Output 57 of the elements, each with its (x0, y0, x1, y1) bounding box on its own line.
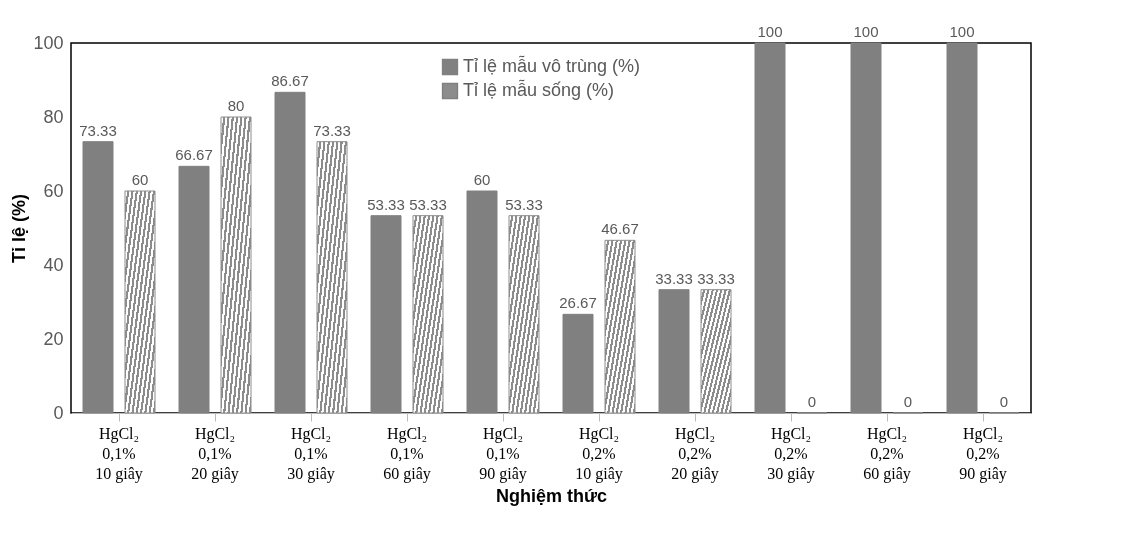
bar (412, 215, 444, 414)
bar (370, 215, 402, 414)
bar (466, 190, 498, 414)
data-label: 86.67 (271, 72, 309, 90)
x-tick-label: HgCl₂ 0,2% 10 giây (575, 424, 623, 483)
data-label: 100 (757, 23, 783, 40)
data-label: 80 (227, 97, 245, 114)
bar (82, 141, 114, 414)
x-tick-label: HgCl₂ 0,1% 30 giây (287, 424, 335, 483)
x-tick-label: HgCl₂ 0,2% 60 giây (863, 424, 911, 483)
y-tick-label: 20 (43, 328, 64, 349)
x-tick-label: HgCl₂ 0,1% 60 giây (383, 424, 431, 483)
y-tick-label: 100 (33, 32, 64, 53)
data-label: 53.33 (505, 195, 543, 213)
data-label: 73.33 (313, 121, 351, 139)
y-tick-label: 60 (43, 180, 64, 201)
bar (316, 141, 348, 414)
x-tick-label: HgCl₂ 0,1% 90 giây (479, 424, 527, 483)
bar (700, 289, 732, 414)
bar (850, 42, 882, 414)
x-tick-label: HgCl₂ 0,2% 20 giây (671, 424, 719, 483)
data-label: 33.33 (697, 269, 735, 287)
data-label: 26.67 (559, 294, 597, 312)
legend-label: Tỉ lệ mẫu sống (%) (463, 79, 615, 100)
bar (220, 116, 252, 414)
data-label: 33.33 (655, 269, 693, 287)
y-tick-label: 40 (43, 254, 64, 275)
x-axis-title: Nghiệm thức (495, 485, 608, 506)
data-label: 0 (903, 393, 913, 410)
bar (562, 313, 594, 414)
x-tick-label: HgCl₂ 0,1% 10 giây (95, 424, 143, 483)
x-tick-label: HgCl₂ 0,2% 30 giây (767, 424, 815, 483)
bar (604, 239, 636, 414)
data-label: 0 (807, 393, 817, 410)
data-label: 60 (131, 171, 149, 188)
data-label: 100 (949, 23, 975, 40)
y-axis-title: Tỉ lệ (%) (9, 193, 30, 264)
bar (658, 289, 690, 414)
data-label: 73.33 (79, 121, 117, 139)
x-tick-label: HgCl₂ 0,2% 90 giây (959, 424, 1007, 483)
bar (178, 165, 210, 414)
x-tick-label: HgCl₂ 0,1% 20 giây (191, 424, 239, 483)
bar (124, 190, 156, 414)
data-label: 100 (853, 23, 879, 40)
y-tick-label: 0 (53, 402, 64, 423)
data-label: 53.33 (367, 195, 405, 213)
y-tick-label: 80 (43, 106, 64, 127)
data-label: 0 (999, 393, 1009, 410)
data-label: 53.33 (409, 195, 447, 213)
bar (274, 91, 306, 414)
legend-label: Tỉ lệ mẫu vô trùng (%) (463, 55, 641, 76)
data-label: 66.67 (175, 146, 213, 164)
data-label: 60 (473, 171, 491, 188)
bar (946, 42, 978, 414)
bar (508, 215, 540, 414)
bar (754, 42, 786, 414)
data-label: 46.67 (601, 220, 639, 238)
